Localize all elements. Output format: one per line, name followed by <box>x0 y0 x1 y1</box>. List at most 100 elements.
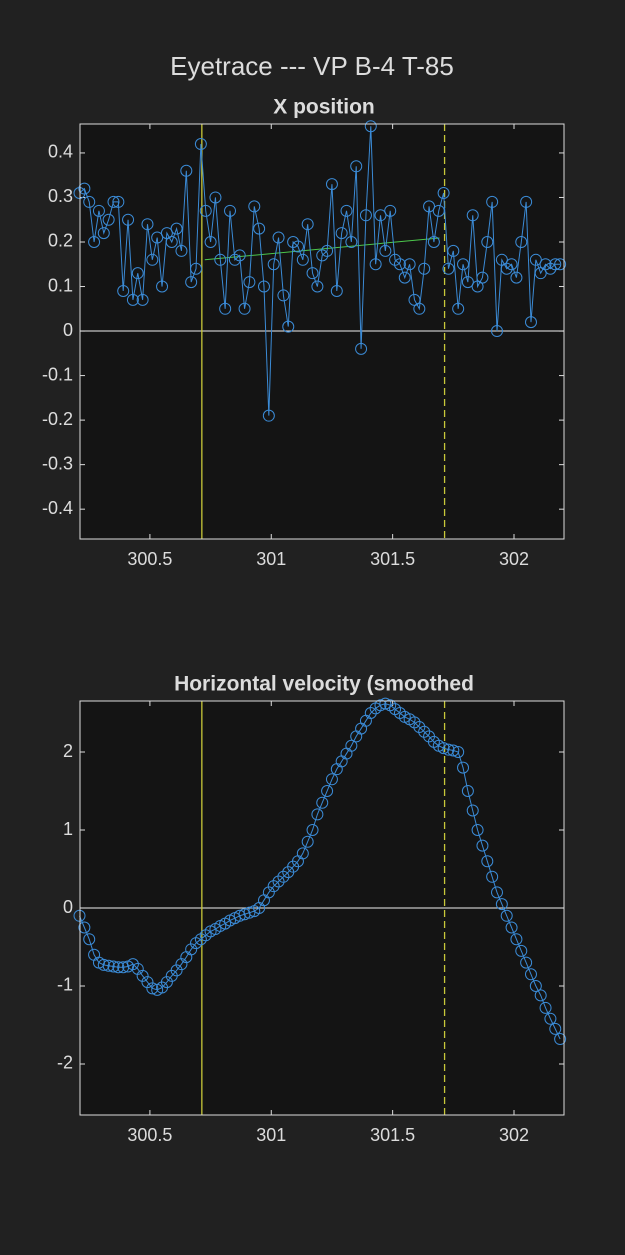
data-point <box>359 209 372 222</box>
data-point <box>447 744 460 757</box>
data-point <box>267 258 280 271</box>
data-point <box>301 218 314 231</box>
data-point <box>534 989 547 1002</box>
y-tick-label: -0.2 <box>42 409 73 429</box>
data-point <box>325 178 338 191</box>
data-point <box>457 761 470 774</box>
data-point <box>253 222 266 235</box>
data-point <box>97 227 110 240</box>
data-point <box>83 195 96 208</box>
data-point <box>83 933 96 946</box>
y-tick-label: 0 <box>63 320 73 340</box>
data-point <box>190 262 203 275</box>
y-tick-label: -2 <box>57 1053 73 1073</box>
data-point <box>126 293 139 306</box>
data-point <box>335 227 348 240</box>
data-point <box>321 785 334 798</box>
data-point <box>554 1033 567 1046</box>
data-point <box>544 262 557 275</box>
data-point <box>199 204 212 217</box>
data-point <box>389 253 402 266</box>
data-point <box>345 739 358 752</box>
data-point <box>544 1012 557 1025</box>
data-point <box>248 200 261 213</box>
data-point <box>78 921 91 934</box>
y-tick-label: 0.4 <box>48 142 73 162</box>
data-point <box>379 697 392 710</box>
data-point <box>403 258 416 271</box>
y-tick-label: -0.4 <box>42 498 73 518</box>
data-point <box>102 213 115 226</box>
data-point <box>238 302 251 315</box>
data-point <box>97 958 110 971</box>
data-point <box>500 262 513 275</box>
data-point <box>165 235 178 248</box>
data-point <box>423 200 436 213</box>
data-point <box>267 880 280 893</box>
data-point <box>491 886 504 899</box>
data-point <box>529 253 542 266</box>
data-point <box>520 956 533 969</box>
data-point <box>296 253 309 266</box>
data-point <box>156 280 169 293</box>
data-point <box>175 244 188 257</box>
data-point <box>418 725 431 738</box>
data-point <box>355 342 368 355</box>
data-point <box>432 204 445 217</box>
data-point <box>180 164 193 177</box>
data-point <box>481 855 494 868</box>
data-point <box>204 235 217 248</box>
data-point <box>185 276 198 289</box>
y-tick-label: -0.1 <box>42 364 73 384</box>
data-point <box>88 235 101 248</box>
data-point <box>316 249 329 262</box>
data-point <box>442 262 455 275</box>
data-point <box>151 231 164 244</box>
data-point <box>427 235 440 248</box>
y-tick-label: 2 <box>63 741 73 761</box>
data-point <box>461 276 474 289</box>
data-point <box>481 235 494 248</box>
data-point <box>466 209 479 222</box>
data-point <box>374 699 387 712</box>
data-point <box>233 249 246 262</box>
data-point <box>476 839 489 852</box>
data-point <box>452 746 465 759</box>
data-point <box>262 886 275 899</box>
data-point <box>486 195 499 208</box>
data-point <box>78 182 91 195</box>
data-point <box>539 1001 552 1014</box>
data-point <box>384 204 397 217</box>
x-tick-label: 301 <box>256 549 286 569</box>
x-tick-label: 301 <box>256 1125 286 1145</box>
data-point <box>524 968 537 981</box>
data-point <box>262 409 275 422</box>
data-point <box>524 316 537 329</box>
y-tick-label: 0.2 <box>48 231 73 251</box>
data-point <box>316 796 329 809</box>
data-point <box>219 302 232 315</box>
data-point <box>146 982 159 995</box>
data-point <box>461 785 474 798</box>
data-point <box>185 943 198 956</box>
data-point <box>209 191 222 204</box>
data-point <box>442 743 455 756</box>
data-point <box>452 302 465 315</box>
data-point <box>457 258 470 271</box>
data-point <box>291 240 304 253</box>
data-point <box>282 320 295 333</box>
data-point <box>102 959 115 972</box>
data-point <box>170 222 183 235</box>
data-point <box>549 1022 562 1035</box>
data-point <box>510 933 523 946</box>
data-point <box>141 218 154 231</box>
data-point <box>437 187 450 200</box>
y-tick-label: 0.1 <box>48 275 73 295</box>
axes-box <box>79 700 565 1116</box>
data-point <box>112 961 125 974</box>
y-tick-label: 1 <box>63 819 73 839</box>
data-point <box>311 808 324 821</box>
data-point <box>214 253 227 266</box>
